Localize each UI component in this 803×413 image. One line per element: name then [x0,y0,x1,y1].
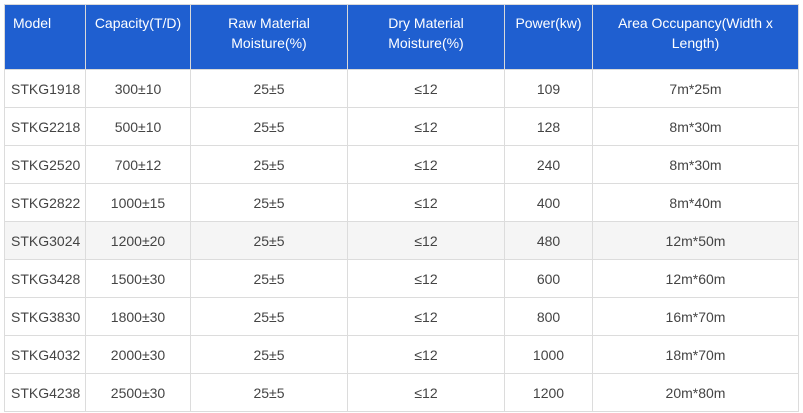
header-row: Model Capacity(T/D) Raw Material Moisture… [4,4,799,70]
capacity-cell: 2500±30 [85,373,191,412]
raw-moisture-cell: 25±5 [190,183,348,222]
capacity-cell: 500±10 [85,107,191,146]
raw-moisture-cell: 25±5 [190,297,348,336]
capacity-cell: 1200±20 [85,221,191,260]
model-cell: STKG1918 [4,69,86,108]
power-cell: 1000 [504,335,593,374]
capacity-cell: 2000±30 [85,335,191,374]
power-cell: 128 [504,107,593,146]
raw-moisture-cell: 25±5 [190,107,348,146]
dry-moisture-cell: ≤12 [347,145,505,184]
dry-moisture-cell: ≤12 [347,107,505,146]
power-cell: 1200 [504,373,593,412]
table-row: STKG4032 2000±30 25±5 ≤12 1000 18m*70m [4,335,799,374]
header-dry-moisture: Dry Material Moisture(%) [347,4,505,70]
area-occupancy-cell: 12m*60m [592,259,799,298]
capacity-cell: 700±12 [85,145,191,184]
header-area-occupancy: Area Occupancy(Width x Length) [592,4,799,70]
table-row: STKG3428 1500±30 25±5 ≤12 600 12m*60m [4,259,799,298]
dry-moisture-cell: ≤12 [347,297,505,336]
raw-moisture-cell: 25±5 [190,69,348,108]
area-occupancy-cell: 7m*25m [592,69,799,108]
model-cell: STKG2520 [4,145,86,184]
header-capacity: Capacity(T/D) [85,4,191,70]
model-cell: STKG3428 [4,259,86,298]
table-row: STKG4238 2500±30 25±5 ≤12 1200 20m*80m [4,373,799,412]
dry-moisture-cell: ≤12 [347,259,505,298]
header-model: Model [4,4,86,70]
table-body: STKG1918 300±10 25±5 ≤12 109 7m*25m STKG2218 50… [4,69,799,412]
capacity-cell: 300±10 [85,69,191,108]
area-occupancy-cell: 8m*30m [592,145,799,184]
model-cell: STKG2218 [4,107,86,146]
dry-moisture-cell: ≤12 [347,69,505,108]
table-row: STKG3830 1800±30 25±5 ≤12 800 16m*70m [4,297,799,336]
area-occupancy-cell: 18m*70m [592,335,799,374]
power-cell: 109 [504,69,593,108]
table-header: Model Capacity(T/D) Raw Material Moisture… [4,4,799,70]
raw-moisture-cell: 25±5 [190,335,348,374]
header-raw-moisture: Raw Material Moisture(%) [190,4,348,70]
capacity-cell: 1800±30 [85,297,191,336]
table-row: STKG1918 300±10 25±5 ≤12 109 7m*25m [4,69,799,108]
spec-table: Model Capacity(T/D) Raw Material Moisture… [4,4,799,412]
table-row: STKG2520 700±12 25±5 ≤12 240 8m*30m [4,145,799,184]
header-power: Power(kw) [504,4,593,70]
dry-moisture-cell: ≤12 [347,183,505,222]
dry-moisture-cell: ≤12 [347,335,505,374]
dry-moisture-cell: ≤12 [347,373,505,412]
raw-moisture-cell: 25±5 [190,373,348,412]
power-cell: 400 [504,183,593,222]
model-cell: STKG4032 [4,335,86,374]
area-occupancy-cell: 8m*40m [592,183,799,222]
power-cell: 240 [504,145,593,184]
raw-moisture-cell: 25±5 [190,145,348,184]
model-cell: STKG2822 [4,183,86,222]
power-cell: 480 [504,221,593,260]
power-cell: 800 [504,297,593,336]
model-cell: STKG4238 [4,373,86,412]
dry-moisture-cell: ≤12 [347,221,505,260]
capacity-cell: 1500±30 [85,259,191,298]
area-occupancy-cell: 8m*30m [592,107,799,146]
model-cell: STKG3830 [4,297,86,336]
area-occupancy-cell: 12m*50m [592,221,799,260]
model-cell: STKG3024 [4,221,86,260]
capacity-cell: 1000±15 [85,183,191,222]
area-occupancy-cell: 16m*70m [592,297,799,336]
raw-moisture-cell: 25±5 [190,221,348,260]
raw-moisture-cell: 25±5 [190,259,348,298]
table-row: STKG2218 500±10 25±5 ≤12 128 8m*30m [4,107,799,146]
power-cell: 600 [504,259,593,298]
area-occupancy-cell: 20m*80m [592,373,799,412]
table-row: STKG2822 1000±15 25±5 ≤12 400 8m*40m [4,183,799,222]
table-row: STKG3024 1200±20 25±5 ≤12 480 12m*50m [4,221,799,260]
